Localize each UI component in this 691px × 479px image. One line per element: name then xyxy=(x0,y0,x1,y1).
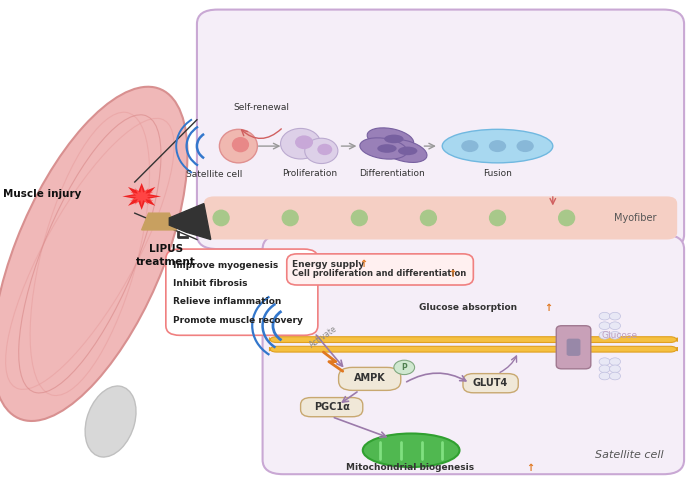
Circle shape xyxy=(599,358,610,365)
Text: ↑: ↑ xyxy=(545,303,553,312)
Text: Muscle injury: Muscle injury xyxy=(3,189,82,199)
Circle shape xyxy=(609,331,621,339)
Text: Improve myogenesis: Improve myogenesis xyxy=(173,261,278,270)
Text: GLUT4: GLUT4 xyxy=(473,378,509,388)
Ellipse shape xyxy=(360,138,407,159)
Ellipse shape xyxy=(462,140,478,152)
Polygon shape xyxy=(142,213,176,230)
Circle shape xyxy=(599,331,610,339)
Text: AMPK: AMPK xyxy=(354,374,386,383)
Ellipse shape xyxy=(420,210,437,227)
Circle shape xyxy=(609,372,621,380)
Ellipse shape xyxy=(489,210,506,227)
Ellipse shape xyxy=(305,138,338,163)
Ellipse shape xyxy=(442,129,553,163)
Ellipse shape xyxy=(317,144,332,155)
Text: Glucose: Glucose xyxy=(601,331,637,340)
Circle shape xyxy=(599,365,610,373)
Ellipse shape xyxy=(281,128,321,159)
Ellipse shape xyxy=(85,386,136,457)
FancyBboxPatch shape xyxy=(567,339,580,356)
Text: Inhibit fibrosis: Inhibit fibrosis xyxy=(173,279,247,288)
Ellipse shape xyxy=(489,140,506,152)
Ellipse shape xyxy=(384,135,404,143)
Ellipse shape xyxy=(295,136,313,149)
Text: P: P xyxy=(401,363,407,372)
FancyBboxPatch shape xyxy=(269,337,677,342)
Circle shape xyxy=(394,360,415,375)
Circle shape xyxy=(609,312,621,320)
Text: Self-renewal: Self-renewal xyxy=(233,103,290,112)
FancyBboxPatch shape xyxy=(197,10,684,249)
Circle shape xyxy=(609,358,621,365)
Ellipse shape xyxy=(219,129,257,163)
Ellipse shape xyxy=(398,147,417,155)
Circle shape xyxy=(599,372,610,380)
Ellipse shape xyxy=(367,128,414,150)
Text: LIPUS
treatment: LIPUS treatment xyxy=(136,244,196,267)
Text: ↑: ↑ xyxy=(527,463,535,473)
Ellipse shape xyxy=(363,433,460,467)
Text: Mitochondrial biogenesis: Mitochondrial biogenesis xyxy=(346,464,477,472)
Ellipse shape xyxy=(231,137,249,152)
Ellipse shape xyxy=(213,210,229,227)
Ellipse shape xyxy=(516,140,533,152)
Text: Myofiber: Myofiber xyxy=(614,213,656,223)
Text: Relieve inflammation: Relieve inflammation xyxy=(173,297,281,307)
FancyBboxPatch shape xyxy=(301,398,363,417)
Text: Differentiation: Differentiation xyxy=(359,169,425,178)
Circle shape xyxy=(609,365,621,373)
Circle shape xyxy=(599,312,610,320)
FancyBboxPatch shape xyxy=(269,346,677,352)
Text: Proliferation: Proliferation xyxy=(282,169,337,178)
Text: PGC1α: PGC1α xyxy=(314,402,350,412)
Text: Cell proliferation and differentiation: Cell proliferation and differentiation xyxy=(292,270,468,278)
FancyBboxPatch shape xyxy=(263,235,684,474)
Polygon shape xyxy=(187,204,211,240)
Circle shape xyxy=(609,322,621,330)
Polygon shape xyxy=(122,183,161,210)
FancyBboxPatch shape xyxy=(463,374,518,393)
Circle shape xyxy=(599,322,610,330)
Ellipse shape xyxy=(377,144,397,153)
FancyBboxPatch shape xyxy=(204,196,677,240)
FancyBboxPatch shape xyxy=(556,326,591,369)
Polygon shape xyxy=(169,211,187,232)
Ellipse shape xyxy=(381,139,427,162)
Text: Energy supply: Energy supply xyxy=(292,260,367,269)
Text: Glucose absorption: Glucose absorption xyxy=(419,303,520,312)
Text: Promote muscle recovery: Promote muscle recovery xyxy=(173,316,303,325)
Text: ↑: ↑ xyxy=(448,269,456,279)
FancyBboxPatch shape xyxy=(339,367,401,390)
Polygon shape xyxy=(128,187,155,206)
Text: ↑: ↑ xyxy=(359,260,367,269)
Text: Satellite cell: Satellite cell xyxy=(186,170,243,179)
FancyBboxPatch shape xyxy=(166,249,318,335)
Text: Fusion: Fusion xyxy=(483,169,512,178)
Ellipse shape xyxy=(558,210,575,227)
FancyBboxPatch shape xyxy=(287,254,473,285)
Text: Activate: Activate xyxy=(308,324,339,350)
Ellipse shape xyxy=(350,210,368,227)
Ellipse shape xyxy=(281,210,299,227)
Ellipse shape xyxy=(0,87,187,421)
Text: Satellite cell: Satellite cell xyxy=(595,450,663,460)
